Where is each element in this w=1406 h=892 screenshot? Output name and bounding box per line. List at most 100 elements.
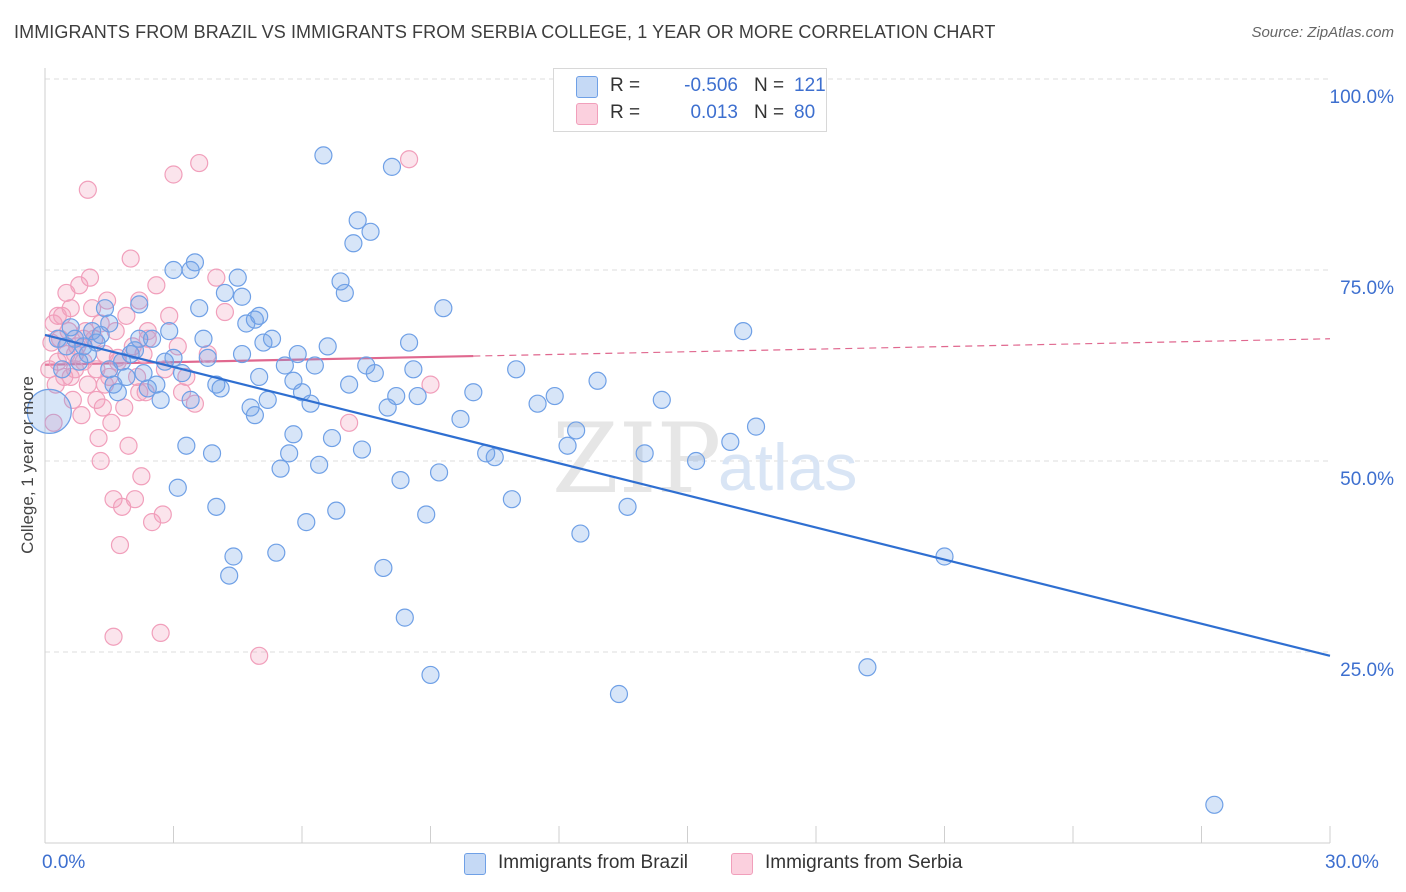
brazil-point [352, 440, 372, 459]
legend-serbia-r: 0.013 [690, 102, 738, 123]
brazil-point [408, 386, 427, 406]
brazil-point [571, 524, 590, 543]
serbia-point [72, 406, 91, 425]
brazil-point [138, 379, 157, 398]
legend-n-label: N = [754, 102, 785, 123]
brazil-point [95, 299, 115, 318]
brazil-point [245, 406, 264, 425]
brazil-point [734, 322, 753, 341]
chart-title: IMMIGRANTS FROM BRAZIL VS IMMIGRANTS FRO… [14, 22, 996, 42]
brazil-point [61, 318, 80, 337]
brazil-point [652, 390, 671, 409]
brazil-point [275, 356, 294, 375]
brazil-point [53, 360, 72, 379]
brazil-point [160, 322, 179, 341]
brazil-point [26, 388, 72, 434]
brazil-point [100, 314, 119, 333]
brazil-point [202, 444, 222, 463]
y-axis-label: College, 1 year or more [18, 376, 37, 554]
brazil-point [588, 371, 607, 390]
legend-r-label: R = [610, 75, 641, 96]
brazil-point [142, 329, 162, 348]
brazil-point [429, 463, 449, 482]
brazil-point [117, 367, 136, 387]
correlation-legend: R = -0.506 N = 121 R = 0.013 N = 80 [553, 68, 827, 132]
serbia-swatch [731, 853, 753, 875]
brazil-point [335, 283, 354, 303]
y-tick-label: 100.0% [1329, 87, 1394, 108]
brazil-point [502, 490, 521, 509]
brazil-point [635, 444, 654, 463]
brazil-point [220, 566, 239, 585]
serbia-point [190, 153, 209, 173]
serbia-point [117, 306, 136, 325]
brazil-point [130, 329, 149, 348]
brazil-point [746, 417, 766, 436]
brazil-point [185, 253, 205, 272]
brazil-point [609, 684, 629, 704]
brazil-point [164, 348, 183, 367]
serbia-point [44, 413, 63, 432]
brazil-point [258, 390, 277, 409]
bottom-legend-serbia-label: Immigrants from Serbia [765, 852, 963, 873]
serbia-point [102, 413, 121, 432]
serbia-point [121, 249, 140, 268]
brazil-point [164, 260, 183, 280]
serbia-point [421, 375, 440, 394]
brazil-swatch [464, 853, 486, 875]
brazil-point [314, 146, 333, 165]
brazil-point [382, 157, 402, 176]
brazil-point [451, 409, 470, 429]
serbia-trend-group [44, 338, 1331, 366]
serbia-point [250, 646, 269, 665]
brazil-point [168, 478, 187, 497]
brazil-point [935, 547, 954, 566]
legend-serbia-n: 80 [794, 102, 816, 123]
brazil-swatch [576, 76, 598, 98]
brazil-point [485, 448, 504, 467]
legend-brazil-n: 121 [794, 75, 826, 96]
brazil-point [198, 348, 217, 367]
brazil-point [686, 451, 706, 471]
legend-r-label: R = [610, 102, 641, 123]
brazil-trend-group [44, 333, 1331, 657]
brazil-point [348, 211, 367, 230]
brazil-point [262, 329, 282, 348]
serbia-swatch [576, 103, 598, 125]
brazil-point [181, 390, 200, 409]
brazil-point [284, 425, 303, 444]
serbia-point [164, 165, 183, 184]
serbia-point [160, 306, 179, 325]
brazil-point [207, 375, 226, 394]
brazil-point [194, 329, 213, 348]
brazil-point [399, 333, 419, 352]
brazil-point [858, 658, 877, 677]
serbia-point [57, 283, 76, 303]
brazil-point [1205, 795, 1224, 814]
brazil-point [365, 364, 384, 383]
brazil-point [215, 283, 234, 303]
brazil-point [254, 333, 273, 352]
brazil-point [280, 444, 299, 463]
brazil-point [190, 299, 209, 318]
serbia-point [130, 383, 149, 402]
serbia-trend-extension [473, 338, 1331, 357]
brazil-point [151, 390, 170, 409]
brazil-point [228, 268, 247, 287]
brazil-point [83, 322, 102, 341]
brazil-point [250, 306, 269, 325]
y-tick-label: 25.0% [1340, 660, 1394, 681]
serbia-point [93, 398, 112, 417]
watermark-atlas: atlas [718, 430, 857, 504]
serbia-point [89, 428, 108, 448]
brazil-point [361, 222, 380, 241]
y-tick-label: 50.0% [1340, 469, 1394, 490]
serbia-point [80, 268, 100, 287]
serbia-point [215, 302, 234, 322]
brazil-point [558, 436, 577, 455]
brazil-points [26, 146, 1224, 814]
brazil-point [567, 421, 586, 440]
serbia-point [78, 375, 97, 394]
serbia-point [147, 276, 166, 295]
